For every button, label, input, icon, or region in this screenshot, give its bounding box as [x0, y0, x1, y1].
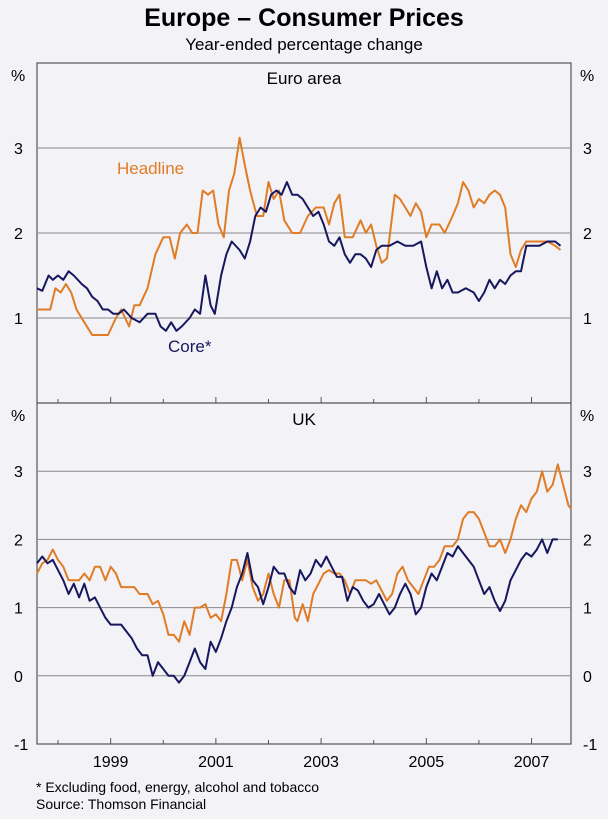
y-tick-label-right: 3 — [583, 141, 592, 158]
series-label-headline: Headline — [117, 159, 184, 178]
unit-label-right: % — [580, 68, 594, 85]
unit-label-left: % — [11, 68, 25, 85]
series-label-core: Core* — [168, 337, 212, 356]
y-tick-label-right: -1 — [583, 737, 597, 754]
chart-subtitle: Year-ended percentage change — [185, 35, 423, 54]
source-note: Source: Thomson Financial — [36, 796, 206, 812]
y-tick-label-left: 3 — [14, 141, 23, 158]
y-tick-label-left: 0 — [14, 669, 23, 686]
panels-layer: 1 1 2 2 3 3% % Euro area Headline Core* -1 -1 0 0 1 1 2 2… — [11, 62, 597, 771]
y-tick-label-right: 2 — [583, 226, 592, 243]
x-tick-label: 2007 — [514, 754, 550, 771]
y-tick-label-left: 1 — [14, 311, 23, 328]
series-line-uk-core — [36, 538, 558, 684]
y-tick-label-left: 2 — [14, 532, 23, 549]
y-tick-label-left: 1 — [14, 601, 23, 618]
footnote: * Excluding food, energy, alcohol and to… — [36, 779, 319, 795]
x-tick-label: 1999 — [93, 754, 129, 771]
panel-title-uk: UK — [292, 410, 316, 429]
series-line-uk-headline — [36, 463, 572, 643]
y-tick-label-right: 2 — [583, 532, 592, 549]
y-tick-label-right: 1 — [583, 311, 592, 328]
x-tick-label: 2005 — [409, 754, 445, 771]
y-tick-label-left: -1 — [14, 737, 28, 754]
unit-label-right: % — [580, 408, 594, 425]
x-tick-label: 2001 — [198, 754, 234, 771]
panel-title-euro-area: Euro area — [267, 69, 342, 88]
unit-label-left: % — [11, 408, 25, 425]
y-tick-label-right: 3 — [583, 464, 592, 481]
x-tick-label: 2003 — [303, 754, 339, 771]
y-tick-label-right: 0 — [583, 669, 592, 686]
series-line-euro-area-headline — [37, 136, 562, 336]
series-line-euro-area-core — [36, 181, 562, 332]
y-tick-label-left: 3 — [14, 464, 23, 481]
y-tick-label-left: 2 — [14, 226, 23, 243]
y-tick-label-right: 1 — [583, 601, 592, 618]
chart-title: Europe – Consumer Prices — [144, 4, 464, 32]
